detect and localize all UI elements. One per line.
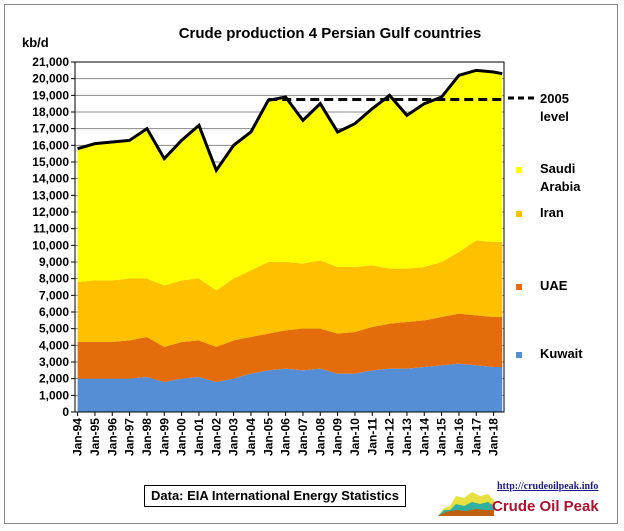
- chart-frame: [4, 4, 618, 524]
- legend-label-level: level: [540, 109, 569, 124]
- logo-icon: [438, 492, 494, 516]
- y-tick-label: 12,000: [32, 205, 69, 219]
- x-tick-label: Jan-99: [157, 418, 171, 456]
- legend-label-2005: 2005: [540, 91, 569, 106]
- x-tick-label: Jan-06: [279, 418, 293, 456]
- x-tick-label: Jan-95: [88, 418, 102, 456]
- x-tick-label: Jan-01: [192, 418, 206, 456]
- y-tick-label: 20,000: [32, 72, 69, 86]
- logo-brand-text: Crude Oil Peak: [492, 498, 599, 515]
- x-tick-label: Jan-00: [175, 418, 189, 456]
- x-tick-label: Jan-98: [140, 418, 154, 456]
- y-tick-label: 4,000: [39, 338, 69, 352]
- x-tick-label: Jan-09: [331, 418, 345, 456]
- legend-label-uae: UAE: [540, 278, 568, 293]
- y-tick-label: 6,000: [39, 305, 69, 319]
- x-tick-label: Jan-18: [487, 418, 501, 456]
- y-tick-label: 10,000: [32, 238, 69, 252]
- area-kuwait: [77, 363, 503, 412]
- y-tick-label: 19,000: [32, 88, 69, 102]
- y-axis-label: kb/d: [22, 35, 49, 50]
- legend-marker-saudi-arabia: [516, 167, 522, 173]
- y-tick-label: 11,000: [33, 222, 69, 236]
- y-tick-label: 15,000: [32, 155, 69, 169]
- area-iran: [77, 240, 503, 347]
- x-tick-label: Jan-02: [209, 418, 223, 456]
- chart-title: Crude production 4 Persian Gulf countrie…: [179, 25, 482, 42]
- x-tick-label: Jan-14: [417, 418, 431, 456]
- x-tick-label: Jan-10: [348, 418, 362, 456]
- y-tick-label: 0: [62, 405, 69, 419]
- y-tick-label: 1,000: [39, 388, 69, 402]
- legend-label-iran: Iran: [540, 205, 564, 220]
- y-tick-label: 7,000: [39, 288, 69, 302]
- legend-marker-iran: [516, 211, 522, 217]
- y-tick-label: 17,000: [32, 122, 69, 136]
- logo: [436, 482, 496, 518]
- x-tick-label: Jan-16: [452, 418, 466, 456]
- y-tick-label: 5,000: [39, 322, 69, 336]
- y-tick-label: 3,000: [39, 355, 69, 369]
- x-tick-label: Jan-12: [383, 418, 397, 456]
- area-saudi-arabia: [77, 70, 503, 291]
- plot-border: [74, 61, 505, 413]
- legend-label-kuwait: Kuwait: [540, 346, 583, 361]
- y-tick-label: 9,000: [39, 255, 69, 269]
- x-tick-label: Jan-97: [123, 418, 137, 456]
- x-tick-label: Jan-13: [400, 418, 414, 456]
- legend-label-saudi-arabia: Saudi: [540, 161, 575, 176]
- y-tick-label: 8,000: [39, 272, 69, 286]
- y-tick-label: 21,000: [32, 55, 69, 69]
- y-tick-label: 13,000: [32, 188, 69, 202]
- y-tick-label: 14,000: [32, 172, 69, 186]
- x-tick-label: Jan-08: [313, 418, 327, 456]
- y-tick-label: 2,000: [39, 372, 69, 386]
- area-uae: [77, 313, 503, 382]
- x-tick-label: Jan-96: [105, 418, 119, 456]
- x-tick-label: Jan-03: [227, 418, 241, 456]
- x-tick-label: Jan-15: [435, 418, 449, 456]
- y-tick-label: 18,000: [32, 105, 69, 119]
- source-note: Data: EIA International Energy Statistic…: [144, 485, 407, 507]
- legend-marker-uae: [516, 284, 522, 290]
- legend-marker-kuwait: [516, 352, 522, 358]
- x-tick-label: Jan-11: [365, 418, 379, 456]
- x-tick-label: Jan-05: [261, 418, 275, 456]
- legend-label-saudi-arabia: Arabia: [540, 179, 581, 194]
- x-tick-label: Jan-17: [469, 418, 483, 456]
- x-tick-label: Jan-07: [296, 418, 310, 456]
- x-tick-label: Jan-94: [71, 418, 85, 456]
- x-tick-label: Jan-04: [244, 418, 258, 456]
- logo-url-link[interactable]: http://crudeoilpeak.info: [497, 481, 599, 492]
- y-tick-label: 16,000: [32, 138, 69, 152]
